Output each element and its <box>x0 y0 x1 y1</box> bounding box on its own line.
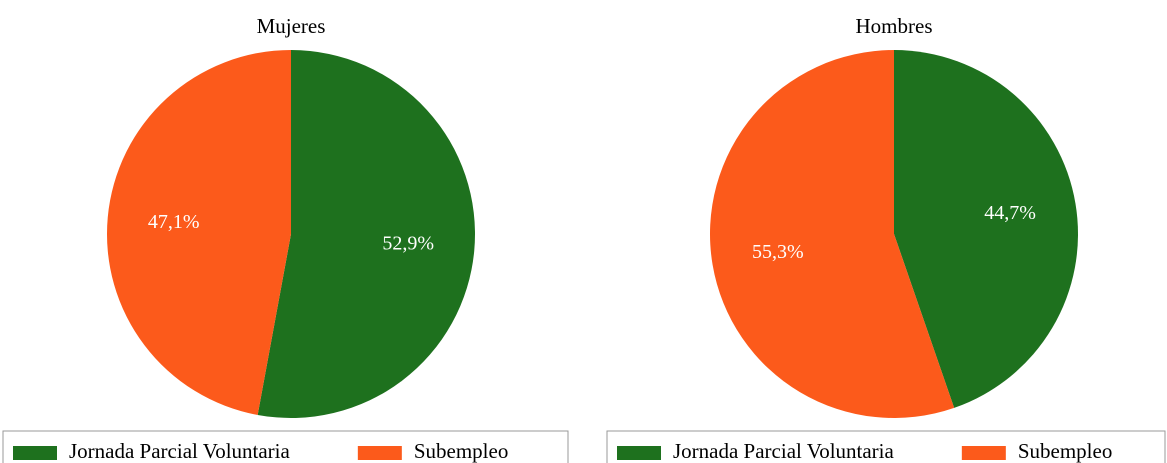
pie-slice <box>709 50 955 418</box>
legend-box <box>2 430 569 463</box>
pie-slice <box>106 50 292 415</box>
legend-label: Jornada Parcial Voluntaria <box>69 439 291 463</box>
legend-label: Subempleo <box>1018 439 1113 463</box>
data-label: 47,1% <box>148 211 200 233</box>
chart-title: Mujeres <box>257 14 326 38</box>
legend-swatch <box>357 446 402 460</box>
legend-label: Subempleo <box>414 439 509 463</box>
legend-swatch <box>961 446 1006 460</box>
legend-label: Jornada Parcial Voluntaria <box>673 439 895 463</box>
data-label: 44,7% <box>984 202 1036 224</box>
legend-swatch <box>13 446 57 460</box>
data-label: 55,3% <box>752 241 804 263</box>
pie-slice <box>257 50 475 418</box>
chart-title: Hombres <box>856 14 933 38</box>
legend-swatch <box>617 446 661 460</box>
pie-slice <box>894 50 1078 408</box>
data-label: 52,9% <box>382 232 434 254</box>
legend-box <box>606 430 1166 463</box>
